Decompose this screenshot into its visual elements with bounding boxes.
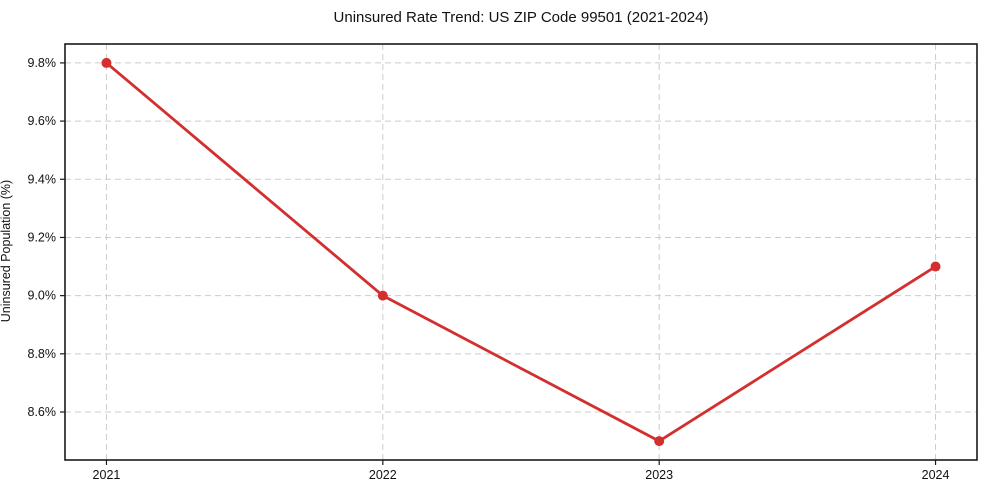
data-point-marker [377,290,388,301]
y-tick-label: 9.4% [28,172,57,186]
y-tick-label: 9.0% [28,289,57,303]
y-tick-label: 9.8% [28,56,57,70]
data-point-marker [101,57,112,68]
x-tick-label: 2022 [369,468,397,482]
y-tick-label: 9.6% [28,114,57,128]
series-line [105,61,937,443]
data-point-marker [654,436,665,447]
y-tick-label: 8.8% [28,347,57,361]
x-tick-label: 2021 [93,468,121,482]
y-tick-label: 8.6% [28,405,57,419]
y-tick-label: 9.2% [28,230,57,244]
axes-spines [64,43,978,461]
data-point-marker [930,261,941,272]
chart-title: Uninsured Rate Trend: US ZIP Code 99501 … [333,9,709,26]
x-tick-label: 2024 [922,468,950,482]
x-tick-label: 2023 [645,468,673,482]
